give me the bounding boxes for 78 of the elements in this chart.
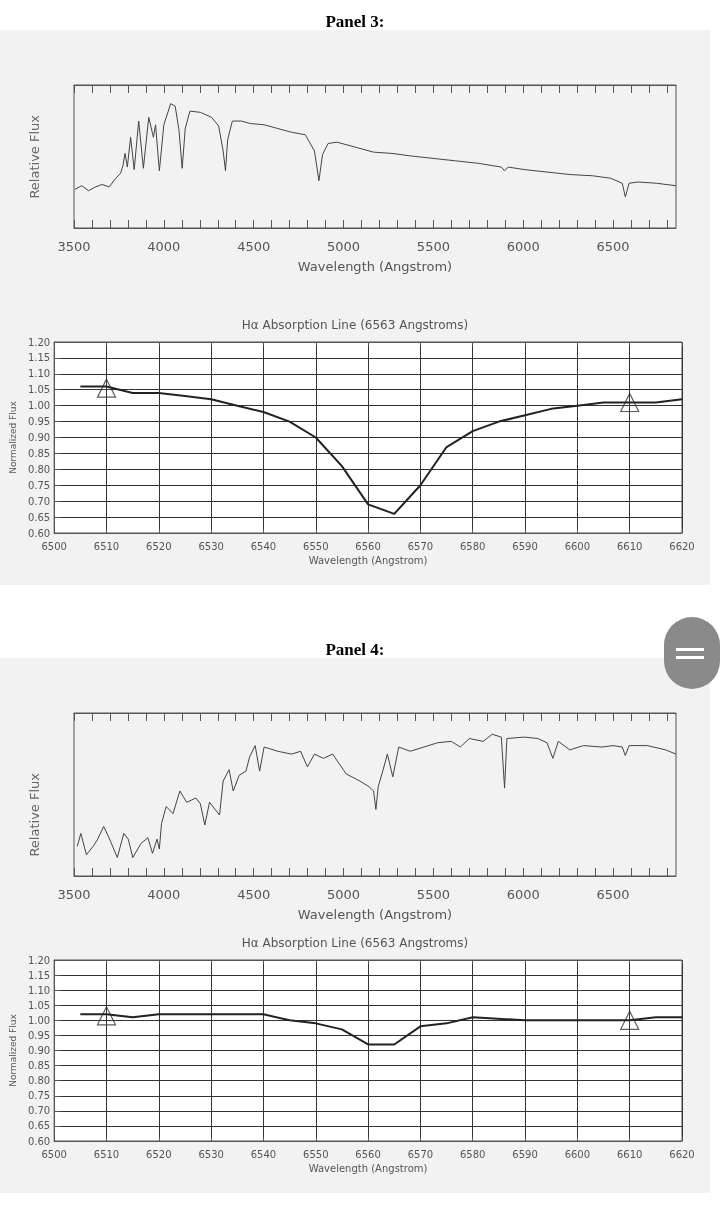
x-tick-label: 6500: [41, 1148, 67, 1160]
x-tick-label: 3500: [57, 887, 91, 902]
x-tick-label: 6580: [460, 1148, 486, 1160]
x-tick-label: 5000: [327, 887, 361, 902]
x-tick-label: 6000: [506, 239, 540, 254]
x-tick-label: 6600: [564, 540, 591, 552]
y-tick-label: 0.85: [27, 447, 51, 459]
y-tick-label: 0.70: [27, 1105, 51, 1117]
x-tick-label: 6520: [146, 1148, 172, 1160]
y-tick-label: 0.85: [27, 1060, 51, 1072]
x-axis-title: Wavelength (Angstrom): [308, 1163, 428, 1175]
x-tick-label: 6520: [146, 540, 172, 552]
x-tick-label: 4000: [147, 239, 181, 254]
y-axis-title: Relative Flux: [27, 114, 42, 199]
y-tick-label: 0.90: [27, 1045, 51, 1056]
chart-title: Hα Absorption Line (6563 Angstroms): [241, 318, 469, 332]
x-tick-label: 6610: [616, 540, 643, 552]
x-tick-label: 4500: [237, 887, 271, 902]
chart-title: Panel 3:: [325, 12, 385, 31]
x-tick-label: 6540: [250, 540, 277, 552]
y-tick-label: 0.90: [27, 432, 51, 443]
y-axis-title: Relative Flux: [27, 772, 42, 857]
y-tick-label: 0.60: [27, 527, 51, 539]
y-tick-label: 0.95: [27, 1029, 51, 1041]
x-tick-label: 4500: [237, 239, 271, 254]
x-tick-label: 6540: [250, 1148, 277, 1160]
x-tick-label: 6560: [355, 540, 381, 552]
y-tick-label: 1.05: [27, 999, 51, 1011]
y-tick-label: 1.15: [27, 352, 51, 364]
y-tick-label: 1.00: [27, 400, 51, 412]
x-tick-label: 6620: [669, 540, 695, 552]
x-tick-label: 5000: [327, 239, 361, 254]
y-axis-title: Normalized Flux: [7, 1013, 18, 1087]
y-tick-label: 1.20: [27, 336, 51, 348]
chart-title: Hα Absorption Line (6563 Angstroms): [241, 936, 469, 950]
y-tick-label: 0.65: [27, 511, 51, 523]
y-tick-label: 1.10: [27, 984, 51, 996]
x-tick-label: 5500: [416, 887, 450, 902]
y-tick-label: 0.80: [27, 1075, 51, 1087]
x-tick-label: 6590: [512, 1148, 538, 1160]
x-tick-label: 6500: [596, 887, 630, 902]
y-tick-label: 1.10: [27, 368, 51, 380]
x-axis-title: Wavelength (Angstrom): [308, 555, 428, 567]
x-tick-label: 6000: [506, 887, 540, 902]
y-tick-label: 1.20: [27, 954, 51, 966]
x-tick-label: 6530: [198, 1148, 224, 1160]
x-tick-label: 6600: [564, 1148, 591, 1160]
x-tick-label: 6530: [198, 540, 224, 552]
y-tick-label: 0.60: [27, 1135, 51, 1147]
x-tick-label: 6510: [93, 540, 120, 552]
x-tick-label: 3500: [57, 239, 91, 254]
y-tick-label: 1.05: [27, 384, 51, 396]
chart-title: Panel 4:: [325, 640, 385, 659]
x-tick-label: 6620: [669, 1148, 695, 1160]
y-tick-label: 0.70: [27, 495, 51, 507]
x-tick-label: 6550: [303, 1148, 329, 1160]
x-tick-label: 5500: [416, 239, 450, 254]
x-tick-label: 6560: [355, 1148, 381, 1160]
y-axis-title: Normalized Flux: [7, 400, 18, 474]
y-tick-label: 1.00: [27, 1014, 51, 1026]
x-tick-label: 6550: [303, 540, 329, 552]
y-tick-label: 0.65: [27, 1120, 51, 1132]
y-tick-label: 0.95: [27, 416, 51, 428]
x-tick-label: 6580: [460, 540, 486, 552]
y-tick-label: 1.15: [27, 969, 51, 981]
x-tick-label: 6500: [41, 540, 67, 552]
x-tick-label: 4000: [147, 887, 181, 902]
y-tick-label: 0.75: [27, 479, 51, 491]
x-tick-label: 6570: [407, 1148, 434, 1160]
x-tick-label: 6500: [596, 239, 630, 254]
x-axis-title: Wavelength (Angstrom): [297, 907, 453, 922]
y-tick-label: 0.80: [27, 463, 51, 475]
x-axis-title: Wavelength (Angstrom): [297, 259, 453, 274]
x-tick-label: 6570: [407, 540, 434, 552]
x-tick-label: 6590: [512, 540, 538, 552]
y-tick-label: 0.75: [27, 1090, 51, 1102]
x-tick-label: 6610: [616, 1148, 643, 1160]
x-tick-label: 6510: [93, 1148, 120, 1160]
